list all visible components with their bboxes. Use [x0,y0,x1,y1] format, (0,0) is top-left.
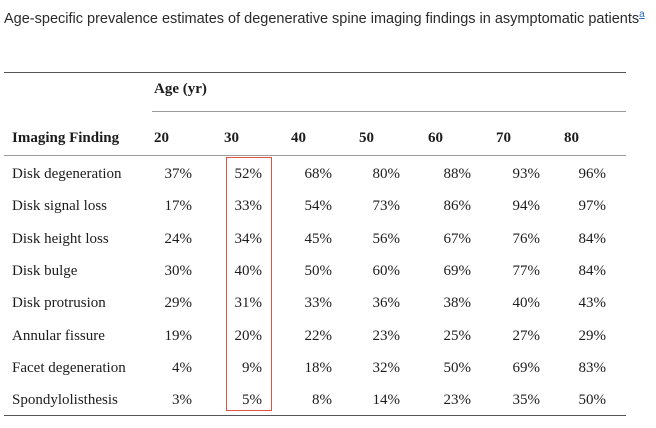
finding-name: Disk protrusion [12,295,106,312]
age-group-header: Age (yr) [154,81,207,97]
finding-name: Disk degeneration [12,166,122,182]
value-cell-age-60: 88% [443,166,472,182]
value-cell-age-60: 38% [443,295,472,312]
finding-name: Spondylolisthesis [12,392,118,409]
age-header-60: 60 [428,130,443,146]
value-cell-age-30: 5% [242,392,262,409]
value-cell-age-40: 33% [304,295,333,312]
value-cell-age-30: 9% [242,359,262,376]
value-cell-age-30: 40% [234,262,263,279]
value-cell-age-80: 96% [578,166,607,182]
caption-text: Age-specific prevalence estimates of deg… [4,10,640,27]
value-cell-age-30: 20% [234,327,263,344]
table-top-rule [4,72,626,73]
value-cell-age-50: 60% [372,262,401,279]
age-30-highlight-box [226,157,272,411]
value-cell-age-20: 3% [172,392,192,409]
age-header-40: 40 [291,130,306,146]
table-row: Facet degeneration 4% 9% 18% 32% 50% 69% 83% [0,360,656,392]
value-cell-age-20: 30% [164,262,193,279]
age-header-80: 80 [564,130,579,146]
table-row: Disk height loss 24% 34% 45% 56% 67% 76% 84% [0,231,656,263]
value-cell-age-20: 19% [164,327,193,344]
value-cell-age-80: 97% [578,198,607,215]
value-cell-age-50: 23% [372,327,401,344]
value-cell-age-60: 69% [443,262,472,279]
value-cell-age-50: 80% [372,166,401,182]
caption-footnote: a [639,6,645,20]
value-cell-age-40: 22% [304,327,333,344]
age-header-20: 20 [154,130,169,146]
value-cell-age-20: 17% [164,198,193,215]
table-row: Spondylolisthesis 3% 5% 8% 14% 23% 35% 50% [0,392,656,424]
finding-name: Disk bulge [12,262,78,279]
header-bottom-rule [4,155,626,156]
value-cell-age-60: 50% [443,359,472,376]
value-cell-age-20: 4% [172,359,192,376]
value-cell-age-80: 43% [578,295,607,312]
age-header-70: 70 [496,130,511,146]
value-cell-age-70: 27% [512,327,541,344]
value-cell-age-80: 84% [578,262,607,279]
table-row: Annular fissure 19% 20% 22% 23% 25% 27% 29% [0,328,656,360]
value-cell-age-80: 84% [578,230,607,247]
value-cell-age-70: 76% [512,230,541,247]
value-cell-age-70: 35% [512,392,541,409]
value-cell-age-70: 69% [512,359,541,376]
finding-name: Annular fissure [12,327,105,344]
value-cell-age-50: 32% [372,359,401,376]
value-cell-age-80: 50% [578,392,607,409]
value-cell-age-50: 73% [372,198,401,215]
age-header-30: 30 [224,130,239,146]
value-cell-age-40: 18% [304,359,333,376]
value-cell-age-40: 45% [304,230,333,247]
value-cell-age-70: 94% [512,198,541,215]
table-row: Disk protrusion 29% 31% 33% 36% 38% 40% 43% [0,295,656,327]
value-cell-age-40: 68% [304,166,333,182]
value-cell-age-70: 40% [512,295,541,312]
table-caption: Age-specific prevalence estimates of deg… [4,6,645,27]
value-cell-age-40: 8% [312,392,332,409]
finding-name: Disk signal loss [12,198,108,215]
table-row: Disk bulge 30% 40% 50% 60% 69% 77% 84% [0,263,656,295]
value-cell-age-30: 31% [234,295,263,312]
value-cell-age-40: 50% [304,262,333,279]
value-cell-age-70: 93% [512,166,541,182]
value-cell-age-80: 83% [578,359,607,376]
value-cell-age-20: 37% [164,166,193,182]
value-cell-age-20: 24% [164,230,193,247]
value-cell-age-30: 52% [234,166,263,182]
value-cell-age-60: 23% [443,392,472,409]
table-bottom-rule [4,415,626,416]
age-header-50: 50 [359,130,374,146]
value-cell-age-50: 56% [372,230,401,247]
value-cell-age-30: 34% [234,230,263,247]
age-group-rule [152,111,626,112]
value-cell-age-80: 29% [578,327,607,344]
value-cell-age-40: 54% [304,198,333,215]
table-row: Disk signal loss 17% 33% 54% 73% 86% 94% 97% [0,198,656,230]
finding-name: Disk height loss [12,230,109,247]
value-cell-age-60: 67% [443,230,472,247]
value-cell-age-30: 33% [234,198,263,215]
value-cell-age-70: 77% [512,262,541,279]
value-cell-age-60: 25% [443,327,472,344]
finding-name: Facet degeneration [12,359,126,376]
value-cell-age-50: 36% [372,295,401,312]
value-cell-age-20: 29% [164,295,193,312]
imaging-finding-header: Imaging Finding [12,130,120,146]
value-cell-age-50: 14% [372,392,401,409]
table-row: Disk degeneration 37% 52% 68% 80% 88% 93% 96% [0,166,656,198]
footnote-link[interactable]: a [639,9,645,20]
value-cell-age-60: 86% [443,198,472,215]
